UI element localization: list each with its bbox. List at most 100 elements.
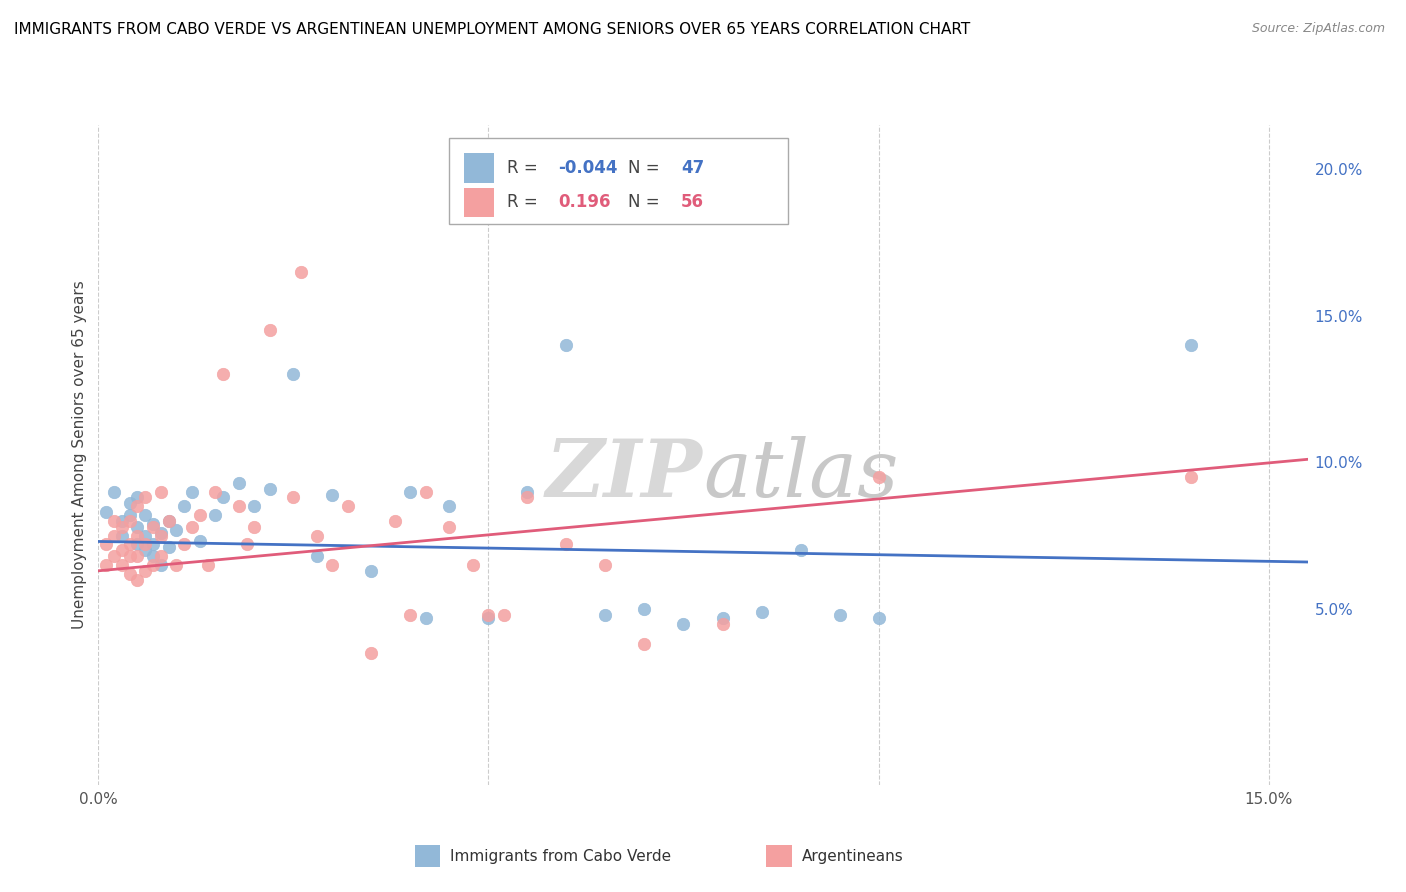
Point: [149, 558, 172, 572]
Point: [204, 484, 226, 499]
Point: [134, 543, 156, 558]
Bar: [464, 187, 494, 218]
Point: [118, 496, 141, 510]
Point: [516, 484, 538, 499]
Point: [633, 602, 655, 616]
Point: [1180, 470, 1202, 484]
Point: [165, 523, 187, 537]
Point: [118, 537, 141, 551]
Point: [142, 558, 165, 572]
Point: [103, 549, 125, 563]
Point: [337, 500, 360, 514]
Text: Source: ZipAtlas.com: Source: ZipAtlas.com: [1251, 22, 1385, 36]
Point: [134, 537, 156, 551]
Point: [477, 611, 499, 625]
Point: [439, 520, 461, 534]
Point: [516, 491, 538, 505]
Text: R =: R =: [508, 159, 543, 177]
Point: [96, 558, 118, 572]
Text: Immigrants from Cabo Verde: Immigrants from Cabo Verde: [450, 849, 671, 863]
Point: [1180, 338, 1202, 352]
Point: [399, 484, 422, 499]
Point: [321, 487, 343, 501]
Point: [259, 323, 281, 337]
Point: [188, 508, 211, 522]
Text: 47: 47: [682, 159, 704, 177]
Point: [181, 520, 204, 534]
Point: [868, 470, 890, 484]
Point: [399, 607, 422, 622]
Point: [127, 537, 149, 551]
Point: [103, 484, 125, 499]
Point: [228, 500, 250, 514]
Point: [188, 534, 211, 549]
Text: -0.044: -0.044: [558, 159, 617, 177]
Point: [283, 491, 305, 505]
Point: [134, 491, 156, 505]
Point: [595, 558, 617, 572]
Point: [243, 520, 266, 534]
Point: [96, 537, 118, 551]
Point: [103, 514, 125, 528]
Point: [228, 475, 250, 490]
Point: [415, 484, 437, 499]
Point: [415, 611, 437, 625]
Point: [212, 491, 235, 505]
Point: [111, 543, 134, 558]
Text: N =: N =: [628, 193, 665, 211]
Point: [439, 500, 461, 514]
Point: [828, 607, 851, 622]
Point: [360, 646, 382, 660]
Point: [127, 528, 149, 542]
Point: [157, 541, 180, 555]
Point: [711, 611, 734, 625]
Point: [127, 500, 149, 514]
Point: [127, 549, 149, 563]
Point: [173, 500, 195, 514]
Point: [259, 482, 281, 496]
Point: [283, 368, 305, 382]
Point: [711, 616, 734, 631]
Point: [142, 520, 165, 534]
Point: [149, 525, 172, 540]
Point: [672, 616, 695, 631]
Point: [235, 537, 257, 551]
Point: [149, 528, 172, 542]
Point: [321, 558, 343, 572]
Point: [142, 549, 165, 563]
Point: [555, 338, 578, 352]
Text: N =: N =: [628, 159, 665, 177]
Point: [305, 549, 328, 563]
Point: [305, 528, 328, 542]
Y-axis label: Unemployment Among Seniors over 65 years: Unemployment Among Seniors over 65 years: [72, 281, 87, 629]
Point: [633, 637, 655, 651]
FancyBboxPatch shape: [449, 138, 787, 224]
Point: [103, 528, 125, 542]
Point: [494, 607, 516, 622]
Text: IMMIGRANTS FROM CABO VERDE VS ARGENTINEAN UNEMPLOYMENT AMONG SENIORS OVER 65 YEA: IMMIGRANTS FROM CABO VERDE VS ARGENTINEA…: [14, 22, 970, 37]
Point: [134, 564, 156, 578]
Text: Argentineans: Argentineans: [801, 849, 903, 863]
Text: 0.196: 0.196: [558, 193, 610, 211]
Text: ZIP: ZIP: [546, 436, 703, 514]
Point: [142, 537, 165, 551]
Point: [127, 491, 149, 505]
Point: [134, 508, 156, 522]
Point: [127, 520, 149, 534]
Point: [165, 558, 187, 572]
Point: [868, 611, 890, 625]
Point: [118, 566, 141, 581]
Point: [118, 514, 141, 528]
Text: R =: R =: [508, 193, 543, 211]
Point: [197, 558, 219, 572]
Point: [595, 607, 617, 622]
Point: [555, 537, 578, 551]
Text: atlas: atlas: [703, 436, 898, 514]
Bar: [464, 153, 494, 183]
Point: [384, 514, 406, 528]
Point: [142, 516, 165, 531]
Point: [360, 564, 382, 578]
Point: [181, 484, 204, 499]
Point: [789, 543, 811, 558]
Point: [118, 508, 141, 522]
